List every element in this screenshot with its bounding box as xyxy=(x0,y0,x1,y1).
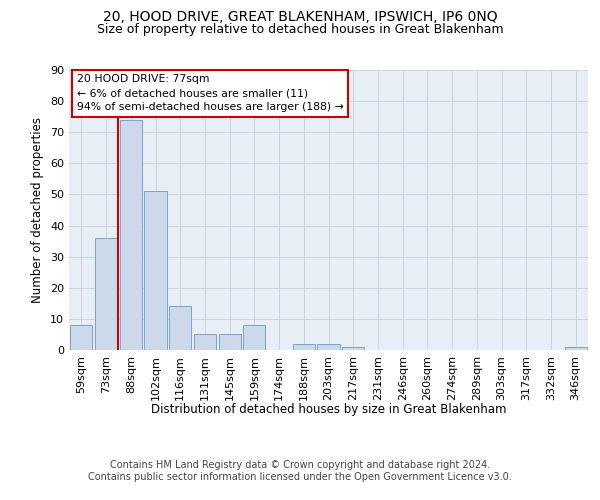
Text: 20, HOOD DRIVE, GREAT BLAKENHAM, IPSWICH, IP6 0NQ: 20, HOOD DRIVE, GREAT BLAKENHAM, IPSWICH… xyxy=(103,10,497,24)
Bar xyxy=(317,344,340,350)
Bar xyxy=(169,306,191,350)
Text: Contains HM Land Registry data © Crown copyright and database right 2024.
Contai: Contains HM Land Registry data © Crown c… xyxy=(88,460,512,481)
Bar xyxy=(119,120,142,350)
Bar xyxy=(342,347,364,350)
Text: 20 HOOD DRIVE: 77sqm
← 6% of detached houses are smaller (11)
94% of semi-detach: 20 HOOD DRIVE: 77sqm ← 6% of detached ho… xyxy=(77,74,344,112)
Bar xyxy=(70,325,92,350)
Bar xyxy=(243,325,265,350)
Bar xyxy=(565,347,587,350)
Bar xyxy=(95,238,117,350)
Bar xyxy=(145,192,167,350)
Text: Distribution of detached houses by size in Great Blakenham: Distribution of detached houses by size … xyxy=(151,402,506,415)
Bar xyxy=(218,334,241,350)
Bar xyxy=(293,344,315,350)
Text: Size of property relative to detached houses in Great Blakenham: Size of property relative to detached ho… xyxy=(97,22,503,36)
Y-axis label: Number of detached properties: Number of detached properties xyxy=(31,117,44,303)
Bar xyxy=(194,334,216,350)
